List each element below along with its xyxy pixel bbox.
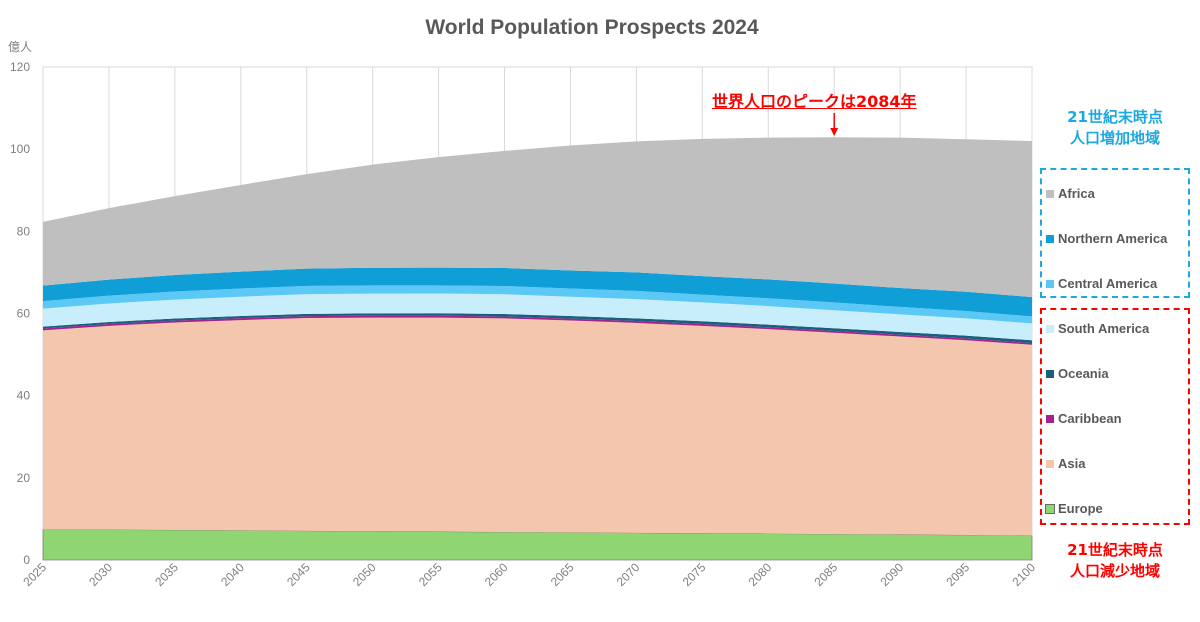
x-tick-label: 2075 — [680, 560, 709, 589]
legend-swatch — [1046, 279, 1054, 288]
x-tick-label: 2050 — [350, 560, 379, 589]
legend-item-oceania: Oceania — [1046, 366, 1109, 381]
x-tick-label: 2055 — [416, 560, 445, 589]
legend-swatch — [1046, 234, 1054, 243]
y-tick-label: 120 — [10, 60, 30, 74]
peak-arrow-head — [830, 128, 839, 136]
area-south-america — [43, 293, 1032, 341]
peak-annotation: 世界人口のピークは2084年 — [712, 92, 917, 111]
y-tick-label: 60 — [17, 307, 31, 321]
x-tick-label: 2060 — [482, 560, 511, 589]
y-tick-label: 80 — [17, 224, 31, 238]
legend-swatch — [1045, 503, 1055, 514]
legend-item-caribbean: Caribbean — [1046, 411, 1122, 426]
legend-swatch — [1046, 369, 1054, 378]
x-tick-label: 2090 — [877, 560, 906, 589]
increase-group-label: 21世紀末時点 人口増加地域 — [1067, 108, 1163, 147]
x-tick-label: 2095 — [943, 560, 972, 589]
x-tick-label: 2030 — [86, 560, 115, 589]
legend-item-africa: Africa — [1046, 186, 1095, 201]
legend-item-asia: Asia — [1046, 456, 1085, 471]
legend-label: South America — [1058, 321, 1150, 336]
legend-label: Europe — [1058, 501, 1103, 516]
x-tick-label: 2070 — [614, 560, 643, 589]
x-tick-label: 2065 — [548, 560, 577, 589]
area-europe — [42, 529, 1033, 561]
decrease-group-label: 21世紀末時点 人口減少地域 — [1067, 541, 1163, 580]
y-tick-label: 20 — [17, 471, 31, 485]
legend-label: Asia — [1058, 456, 1086, 471]
y-tick-label: 40 — [17, 389, 31, 403]
area-asia — [43, 317, 1032, 536]
y-axis-unit: 億人 — [8, 40, 33, 54]
legend-swatch — [1046, 459, 1054, 468]
area-northern-america — [43, 267, 1032, 317]
area-central-america — [43, 285, 1032, 324]
legend-label: Africa — [1058, 186, 1095, 201]
legend-swatch — [1046, 324, 1054, 333]
legend-label: Oceania — [1058, 366, 1109, 381]
legend-label: Northern America — [1058, 231, 1168, 246]
x-tick-label: 2080 — [746, 560, 775, 589]
legend-item-central-america: Central America — [1046, 276, 1157, 291]
legend-swatch — [1046, 414, 1054, 423]
legend-item-europe: Europe — [1045, 501, 1103, 516]
decrease-legend-box — [1040, 308, 1190, 525]
y-tick-label: 0 — [23, 553, 30, 567]
x-tick-label: 2100 — [1009, 560, 1038, 589]
x-tick-label: 2085 — [812, 560, 841, 589]
legend-swatch — [1046, 189, 1054, 198]
y-tick-label: 100 — [10, 142, 30, 156]
legend-item-northern-america: Northern America — [1046, 231, 1167, 246]
x-tick-label: 2035 — [152, 560, 181, 589]
area-africa — [43, 137, 1032, 298]
chart-title: World Population Prospects 2024 — [425, 16, 759, 39]
legend-label: Caribbean — [1058, 411, 1122, 426]
increase-legend-box — [1040, 168, 1190, 298]
legend-label: Central America — [1058, 276, 1158, 291]
legend-item-south-america: South America — [1046, 321, 1149, 336]
x-tick-label: 2045 — [284, 560, 313, 589]
x-tick-label: 2040 — [218, 560, 247, 589]
